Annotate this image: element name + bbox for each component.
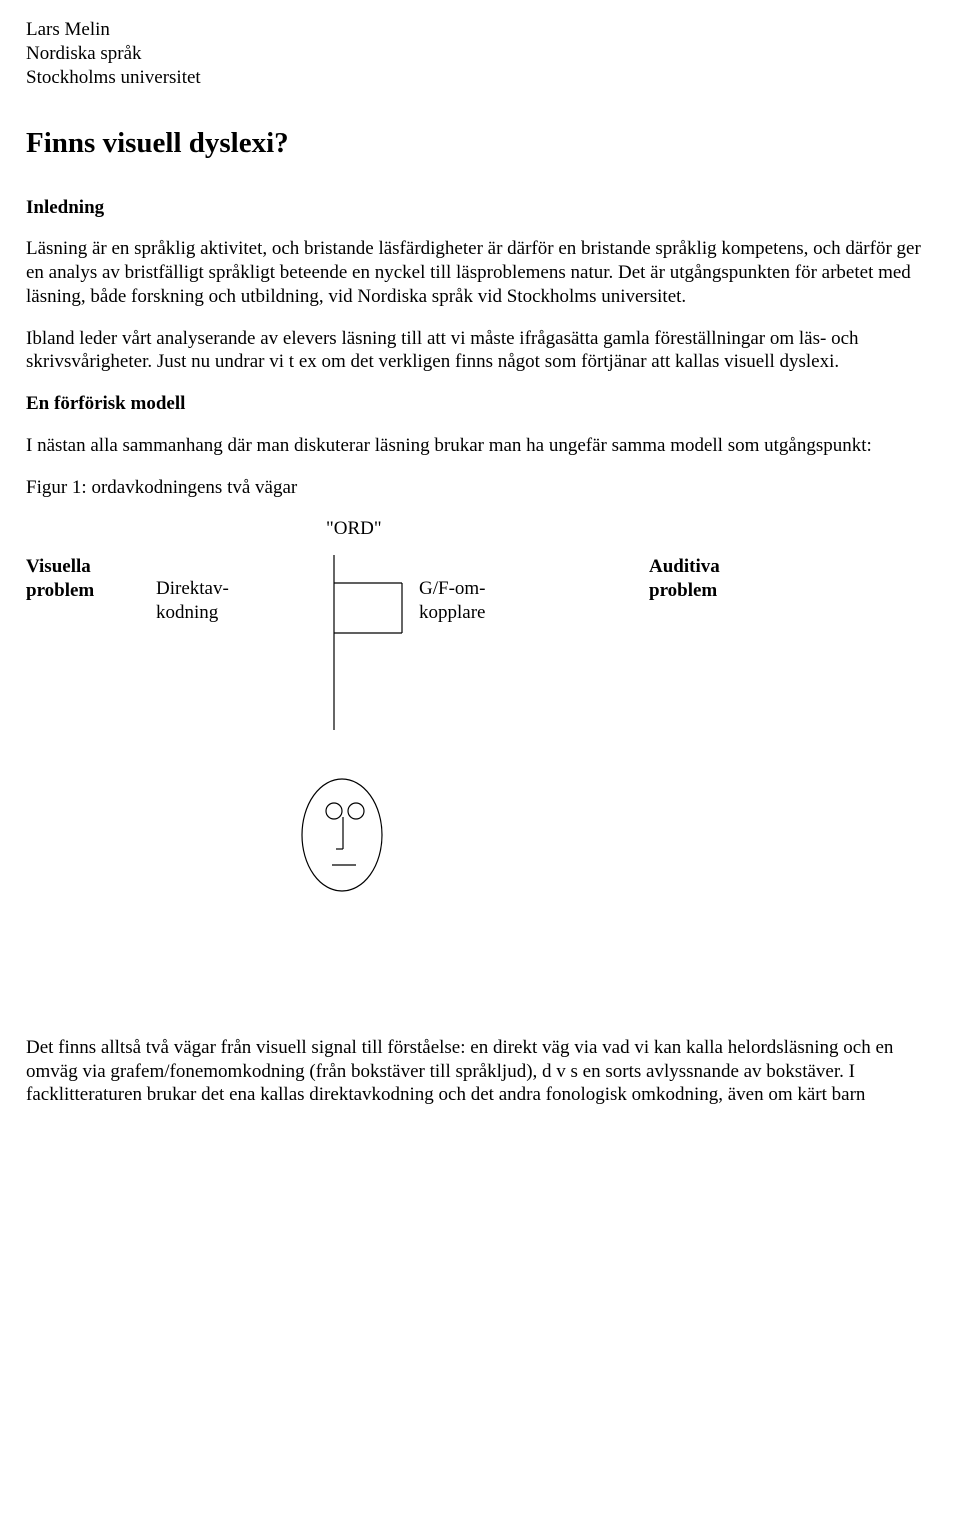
direktav-1: Direktav-	[156, 578, 229, 599]
diagram-right-label: Auditiva problem	[649, 555, 720, 603]
diagram-left-label: Visuella problem	[26, 555, 156, 603]
diagram-direktav-label: Direktav- kodning	[156, 555, 324, 625]
paragraph-inledning-2: Ibland leder vårt analyserande av elever…	[26, 327, 934, 375]
author-name: Lars Melin	[26, 18, 934, 42]
diagram-face	[294, 775, 934, 906]
paragraph-inledning-1: Läsning är en språklig aktivitet, och br…	[26, 237, 934, 308]
face-outline	[302, 779, 382, 891]
paragraph-modell-1: I nästan alla sammanhang där man diskute…	[26, 434, 934, 458]
visuella-label-2: problem	[26, 580, 94, 601]
diagram-bracket-shape	[324, 555, 419, 735]
bracket-icon	[324, 555, 414, 735]
diagram-gf-label: G/F-om- kopplare	[419, 555, 649, 625]
section-heading-inledning: Inledning	[26, 196, 934, 220]
auditiva-label-2: problem	[649, 580, 717, 601]
visuella-label-1: Visuella	[26, 556, 91, 577]
auditiva-label-1: Auditiva	[649, 556, 720, 577]
university-name: Stockholms universitet	[26, 66, 934, 90]
face-eye-right	[348, 803, 364, 819]
figure-caption: Figur 1: ordavkodningens två vägar	[26, 476, 934, 500]
page-title: Finns visuell dyslexi?	[26, 125, 934, 161]
section-heading-modell: En förförisk modell	[26, 392, 934, 416]
gf-2: kopplare	[419, 602, 485, 623]
face-eye-left	[326, 803, 342, 819]
face-icon	[294, 775, 394, 899]
department-name: Nordiska språk	[26, 42, 934, 66]
diagram-row: Visuella problem Direktav- kodning G/F-o…	[26, 555, 934, 735]
direktav-2: kodning	[156, 602, 218, 623]
paragraph-bottom: Det finns alltså två vägar från visuell …	[26, 1036, 934, 1107]
gf-1: G/F-om-	[419, 578, 486, 599]
diagram-ord-label: "ORD"	[326, 517, 934, 541]
